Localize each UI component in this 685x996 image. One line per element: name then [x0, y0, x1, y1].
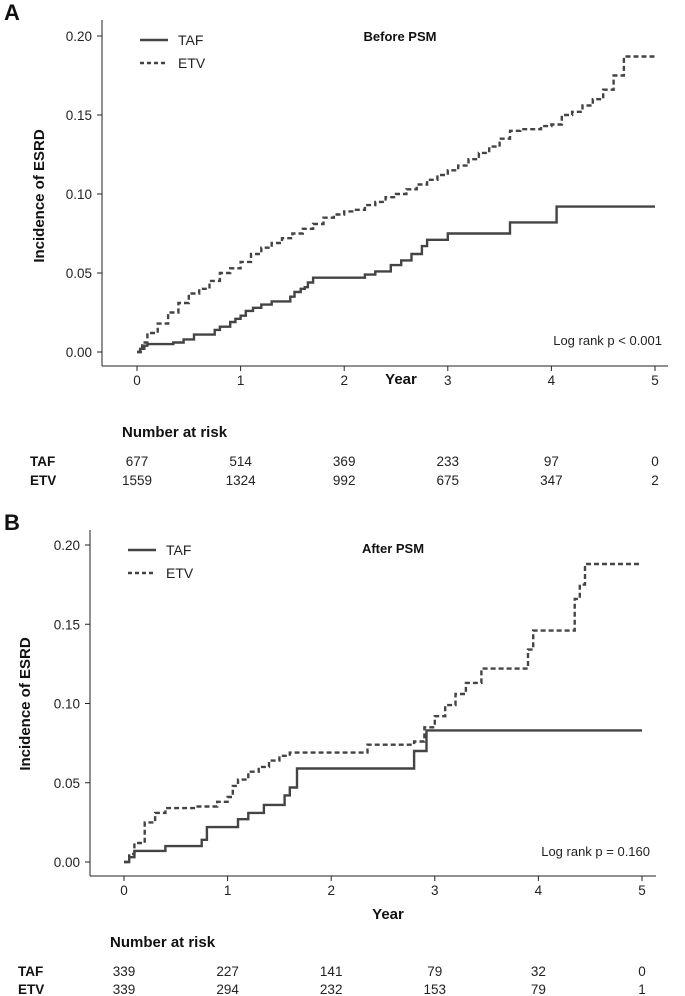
risk-value-taf-b: 227 — [216, 964, 239, 979]
panel-b-letter: B — [4, 510, 20, 535]
x-axis-title-b: Year — [372, 906, 404, 923]
legend-etv-label-a: ETV — [178, 55, 206, 71]
risk-value-taf-b: 79 — [427, 964, 442, 979]
x-axis-title-a: Year — [385, 371, 417, 388]
risk-value-etv-b: 153 — [424, 982, 447, 996]
legend-taf-label-a: TAF — [178, 32, 203, 48]
risk-value-etv-b: 339 — [113, 982, 136, 996]
y-tick-label-a: 0.00 — [66, 345, 92, 360]
x-tick-label-a: 0 — [133, 373, 141, 388]
risk-value-taf-a: 369 — [333, 454, 356, 469]
panel-b: B 0 1 2 3 4 5 0.00 0.05 0.10 0.15 0.20 Year Incide… — [4, 510, 656, 996]
risk-value-etv-a: 1324 — [226, 473, 257, 488]
panel-title-a: Before PSM — [364, 29, 437, 44]
logrank-annotation-a: Log rank p < 0.001 — [553, 333, 662, 348]
risk-value-taf-b: 141 — [320, 964, 343, 979]
y-axis-title-a: Incidence of ESRD — [31, 129, 48, 263]
risk-value-taf-b: 32 — [531, 964, 546, 979]
risk-values-b: 339 227 141 79 32 0 339 294 232 153 79 1 — [113, 964, 646, 996]
risk-value-taf-a: 514 — [229, 454, 252, 469]
y-tick-label-a: 0.10 — [66, 187, 92, 202]
risk-value-etv-a: 347 — [540, 473, 563, 488]
x-tick-label-a: 4 — [548, 373, 556, 388]
logrank-annotation-b: Log rank p = 0.160 — [541, 844, 650, 859]
risk-row-label-taf-b: TAF — [18, 964, 43, 979]
risk-value-etv-b: 232 — [320, 982, 343, 996]
risk-table-b: Number at risk TAF ETV 339 227 141 79 32 0339… — [18, 934, 646, 996]
risk-value-taf-a: 0 — [651, 454, 659, 469]
x-tick-label-b: 0 — [120, 883, 128, 898]
legend-taf-label-b: TAF — [166, 542, 191, 558]
x-tick-label-b: 3 — [431, 883, 439, 898]
x-tick-label-b: 4 — [535, 883, 543, 898]
risk-row-label-etv-b: ETV — [18, 982, 44, 996]
series-taf-b — [124, 729, 642, 864]
y-tick-label-b: 0.20 — [54, 538, 80, 553]
panel-title-b: After PSM — [362, 541, 424, 556]
legend-a: TAF ETV — [140, 32, 206, 71]
x-tick-label-b: 1 — [224, 883, 232, 898]
risk-table-title-b: Number at risk — [110, 934, 216, 951]
risk-value-etv-a: 992 — [333, 473, 356, 488]
risk-value-etv-b: 294 — [216, 982, 239, 996]
series-etv-a — [137, 55, 655, 354]
risk-table-a: Number at risk TAF ETV 677 514 369 233 97 0 15… — [30, 424, 659, 488]
risk-value-taf-a: 233 — [437, 454, 460, 469]
risk-value-taf-b: 339 — [113, 964, 136, 979]
x-tick-label-b: 2 — [327, 883, 335, 898]
y-tick-label-a: 0.05 — [66, 266, 92, 281]
risk-value-taf-a: 677 — [126, 454, 149, 469]
y-tick-label-a: 0.15 — [66, 108, 92, 123]
legend-etv-label-b: ETV — [166, 565, 194, 581]
risk-value-etv-a: 1559 — [122, 473, 152, 488]
risk-value-etv-b: 79 — [531, 982, 546, 996]
y-tick-label-b: 0.10 — [54, 697, 80, 712]
risk-value-etv-b: 1 — [638, 982, 646, 996]
plot-b: 0 1 2 3 4 5 0.00 0.05 0.10 0.15 0.20 — [54, 530, 656, 898]
risk-row-label-taf-a: TAF — [30, 454, 55, 469]
series-etv-b — [124, 562, 642, 864]
risk-value-taf-a: 97 — [544, 454, 559, 469]
panel-a: A 0 1 2 3 4 5 0.00 0.05 0.10 0.15 0.20 Year Incide… — [4, 0, 668, 488]
y-axis-title-b: Incidence of ESRD — [17, 637, 34, 771]
legend-b: TAF ETV — [128, 542, 194, 581]
x-tick-label-a: 2 — [340, 373, 348, 388]
risk-value-etv-a: 675 — [437, 473, 460, 488]
series-taf-a — [137, 205, 655, 354]
plot-a: 0 1 2 3 4 5 0.00 0.05 0.10 0.15 0.20 — [66, 20, 668, 388]
y-tick-label-b: 0.05 — [54, 776, 80, 791]
risk-table-title-a: Number at risk — [122, 424, 228, 441]
panel-a-letter: A — [4, 0, 20, 25]
y-tick-label-a: 0.20 — [66, 29, 92, 44]
risk-value-taf-b: 0 — [638, 964, 646, 979]
risk-value-etv-a: 2 — [651, 473, 659, 488]
y-tick-label-b: 0.00 — [54, 855, 80, 870]
x-tick-label-a: 5 — [651, 373, 659, 388]
x-tick-label-a: 1 — [237, 373, 245, 388]
y-tick-label-b: 0.15 — [54, 617, 80, 632]
risk-row-label-etv-a: ETV — [30, 473, 56, 488]
risk-values-a: 677 514 369 233 97 0 1559 1324 992 675 347 2 — [122, 454, 659, 488]
x-tick-label-a: 3 — [444, 373, 452, 388]
x-tick-label-b: 5 — [638, 883, 646, 898]
